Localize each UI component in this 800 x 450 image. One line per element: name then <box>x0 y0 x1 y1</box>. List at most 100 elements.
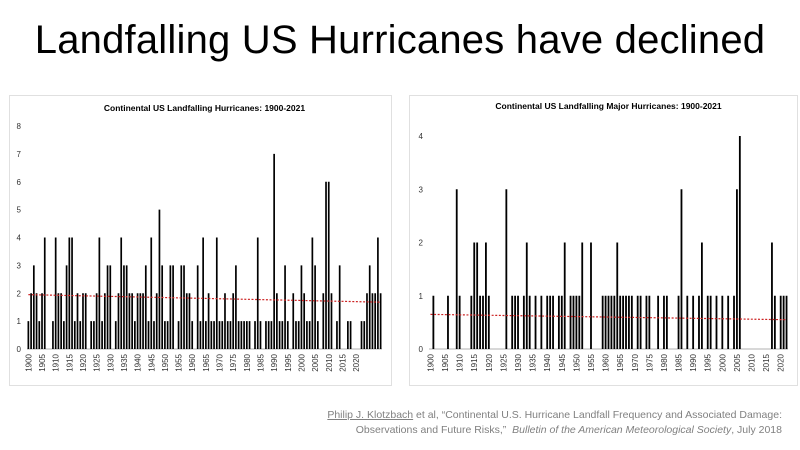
x-tick-label: 1955 <box>175 353 184 371</box>
bar-2026 <box>371 293 374 349</box>
bar-1943 <box>144 265 147 349</box>
bar-1979 <box>243 321 245 349</box>
bar-1985 <box>677 295 680 349</box>
x-tick-label: 1955 <box>587 353 596 371</box>
x-tick-label: 1965 <box>616 353 625 371</box>
bar-1934 <box>528 295 531 349</box>
bar-1963 <box>199 321 202 349</box>
chart-major-hurricanes: Continental US Landfalling Major Hurrica… <box>419 101 788 372</box>
bar-2006 <box>738 136 741 349</box>
x-tick-label: 1915 <box>65 353 74 371</box>
bar-1918 <box>76 293 79 349</box>
x-tick-label: 1910 <box>52 353 61 371</box>
bar-1912 <box>60 293 62 349</box>
bar-1983 <box>254 321 256 349</box>
bar-2005 <box>314 265 316 349</box>
bar-1941 <box>549 295 552 349</box>
bar-2013 <box>336 321 338 349</box>
x-tick-label: 1980 <box>660 353 669 371</box>
bar-1958 <box>185 293 188 349</box>
bar-1906 <box>447 295 449 349</box>
bar-1936 <box>125 265 128 349</box>
bar-1926 <box>505 189 508 349</box>
citation-author-link[interactable]: Philip J. Klotzbach <box>327 409 414 421</box>
bar-1928 <box>511 295 514 349</box>
x-tick-label: 1925 <box>499 353 508 371</box>
bar-2027 <box>374 293 377 349</box>
bar-1904 <box>38 321 41 349</box>
bar-1916 <box>71 237 73 349</box>
x-tick-label: 1945 <box>147 353 156 371</box>
bar-1973 <box>226 321 229 349</box>
bar-2010 <box>327 181 330 349</box>
bar-1932 <box>114 321 117 349</box>
bar-1949 <box>161 265 164 349</box>
trend-line <box>28 294 381 303</box>
bar-1957 <box>183 265 185 349</box>
bar-1972 <box>224 293 226 349</box>
chart-panel-hurricanes: Continental US Landfalling Hurricanes: 1… <box>9 95 392 386</box>
bar-1933 <box>525 242 528 349</box>
bar-1955 <box>590 242 592 349</box>
x-tick-label: 1960 <box>602 353 611 371</box>
x-tick-label: 1935 <box>529 353 538 371</box>
x-tick-label: 1930 <box>514 353 523 371</box>
bar-1998 <box>715 295 718 349</box>
bar-1937 <box>128 293 131 349</box>
bar-1929 <box>514 295 517 349</box>
bar-1959 <box>601 295 604 349</box>
bar-1962 <box>610 295 613 349</box>
bar-1986 <box>680 189 683 349</box>
bar-1974 <box>229 321 232 349</box>
bar-1944 <box>557 295 560 349</box>
bar-1971 <box>221 321 224 349</box>
x-tick-label: 2005 <box>733 353 742 371</box>
x-tick-label: 1975 <box>645 353 654 371</box>
bar-1923 <box>90 321 93 349</box>
bar-1934 <box>120 237 123 349</box>
bar-1909 <box>455 189 458 349</box>
bar-2005 <box>736 189 738 349</box>
x-tick-label: 2000 <box>718 353 727 371</box>
bar-2025 <box>368 265 371 349</box>
chart-title: Continental US Landfalling Major Hurrica… <box>495 101 722 111</box>
bar-1994 <box>284 265 286 349</box>
bar-1927 <box>101 321 103 349</box>
citation-line-1: Philip J. Klotzbach et al, “Continental … <box>262 408 782 423</box>
bar-1936 <box>534 295 537 349</box>
x-tick-label: 1940 <box>543 353 552 371</box>
x-tick-label: 2020 <box>777 353 786 371</box>
citation-line-2: Observations and Future Risks,” Bulletin… <box>262 423 782 438</box>
bar-2021 <box>782 295 785 349</box>
x-tick-label: 1985 <box>675 353 684 371</box>
bar-1920 <box>487 295 490 349</box>
bar-1952 <box>581 242 584 349</box>
citation-journal: Bulletin of the American Meteorological … <box>512 424 732 436</box>
y-tick-label: 0 <box>419 345 424 354</box>
bar-2017 <box>347 321 349 349</box>
chart-hurricanes: Continental US Landfalling Hurricanes: 1… <box>17 103 382 372</box>
bar-1938 <box>540 295 543 349</box>
y-tick-label: 6 <box>17 178 22 187</box>
bar-1966 <box>207 293 210 349</box>
bar-1950 <box>575 295 578 349</box>
bar-1988 <box>686 295 689 349</box>
x-tick-label: 1995 <box>284 353 293 371</box>
x-tick-label: 1950 <box>161 353 170 371</box>
bar-1929 <box>106 265 109 349</box>
bar-1951 <box>578 295 581 349</box>
bar-1960 <box>191 321 194 349</box>
y-tick-label: 5 <box>17 206 22 215</box>
bar-1940 <box>546 295 549 349</box>
bar-1945 <box>150 237 153 349</box>
chart-title: Continental US Landfalling Hurricanes: 1… <box>104 103 305 113</box>
x-tick-label: 2005 <box>311 353 320 371</box>
bar-1914 <box>470 295 473 349</box>
bar-1942 <box>142 293 144 349</box>
bar-1972 <box>639 295 642 349</box>
bar-2022 <box>360 321 363 349</box>
bar-2009 <box>325 181 327 349</box>
bar-1962 <box>196 265 199 349</box>
trend-line <box>430 313 787 321</box>
bar-1995 <box>286 321 289 349</box>
